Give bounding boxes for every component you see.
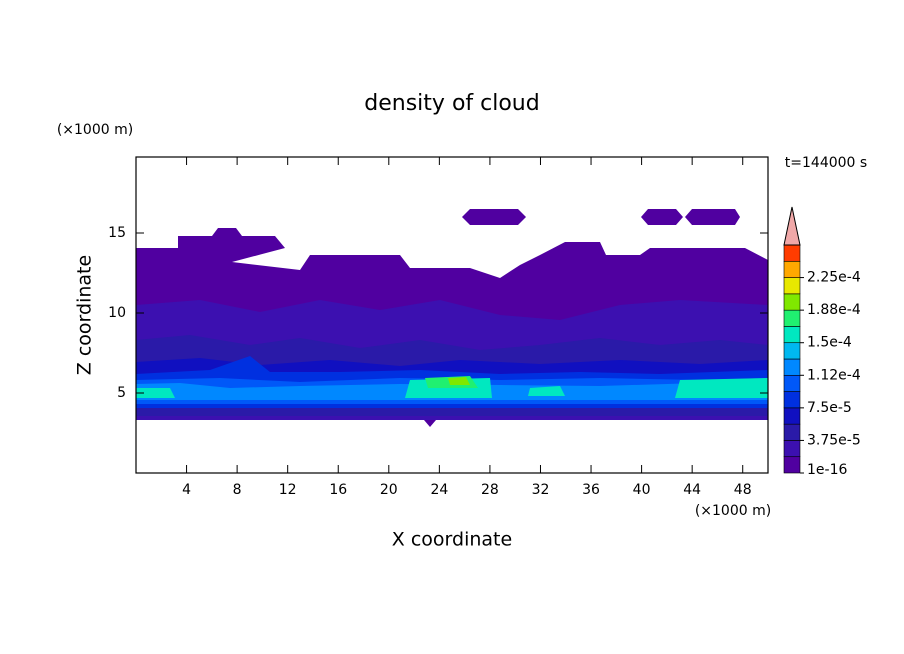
colorbar-swatch bbox=[783, 260, 801, 278]
colorbar-tick-label: 1e-16 bbox=[807, 462, 847, 478]
contour-band bbox=[136, 408, 768, 416]
colorbar-swatch bbox=[783, 342, 801, 360]
x-tick-label: 44 bbox=[683, 482, 701, 498]
colorbar-swatch bbox=[783, 244, 801, 262]
x-axis-label: X coordinate bbox=[392, 529, 512, 551]
colorbar-tick-label: 7.5e-5 bbox=[807, 400, 852, 416]
y-tick-label: 10 bbox=[108, 305, 126, 321]
colorbar-tick-label: 3.75e-5 bbox=[807, 432, 861, 448]
contour-band bbox=[448, 377, 470, 385]
colorbar-swatch bbox=[783, 326, 801, 344]
x-tick-label: 48 bbox=[734, 482, 752, 498]
contour-field bbox=[136, 209, 768, 427]
colorbar-swatch bbox=[783, 423, 801, 441]
y-tick-label: 5 bbox=[117, 385, 126, 401]
colorbar-swatch bbox=[783, 309, 801, 327]
x-unit: (×1000 m) bbox=[695, 503, 771, 519]
x-tick-label: 4 bbox=[182, 482, 191, 498]
x-tick-label: 16 bbox=[329, 482, 347, 498]
y-unit: (×1000 m) bbox=[57, 122, 133, 138]
colorbar-swatch bbox=[783, 440, 801, 458]
colorbar-tick-label: 1.88e-4 bbox=[807, 302, 861, 318]
x-tick-label: 12 bbox=[279, 482, 297, 498]
x-tick-label: 28 bbox=[481, 482, 499, 498]
x-tick-label: 20 bbox=[380, 482, 398, 498]
annotation: t=144000 s bbox=[785, 155, 867, 171]
contour-band bbox=[462, 209, 740, 225]
colorbar-swatch bbox=[783, 407, 801, 425]
colorbar-tick-label: 1.5e-4 bbox=[807, 335, 852, 351]
colorbar-extend bbox=[783, 206, 801, 246]
colorbar-swatch bbox=[783, 277, 801, 295]
colorbar-tick-label: 1.12e-4 bbox=[807, 367, 861, 383]
colorbar-tick-label: 2.25e-4 bbox=[807, 270, 861, 286]
chart-title: density of cloud bbox=[364, 91, 539, 116]
y-axis-label: Z coordinate bbox=[74, 255, 96, 375]
colorbar-swatch bbox=[783, 358, 801, 376]
colorbar-swatch bbox=[783, 374, 801, 392]
colorbar-swatch bbox=[783, 293, 801, 311]
x-tick-label: 40 bbox=[633, 482, 651, 498]
x-tick-label: 32 bbox=[532, 482, 550, 498]
y-tick-label: 15 bbox=[108, 225, 126, 241]
x-tick-label: 24 bbox=[430, 482, 448, 498]
x-tick-label: 36 bbox=[582, 482, 600, 498]
x-tick-label: 8 bbox=[233, 482, 242, 498]
colorbar-swatch bbox=[783, 391, 801, 409]
plot-frame bbox=[135, 156, 769, 474]
colorbar-swatch bbox=[783, 456, 801, 474]
